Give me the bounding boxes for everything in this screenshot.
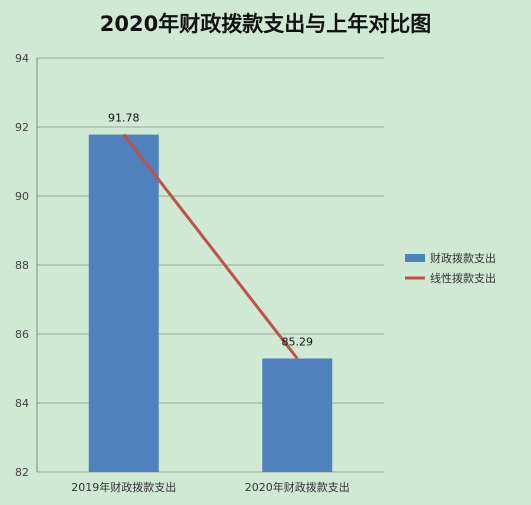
legend-swatch-bar (405, 254, 425, 262)
legend-label: 财政拨款支出 (430, 251, 496, 265)
bar (88, 134, 159, 472)
x-category-label: 2020年财政拨款支出 (245, 480, 350, 494)
y-tick-label: 82 (15, 466, 29, 479)
trend-line (122, 133, 299, 360)
data-label: 91.78 (108, 112, 140, 125)
chart-title: 2020年财政拨款支出与上年对比图 (99, 12, 432, 36)
y-tick-label: 94 (15, 52, 29, 65)
bar (262, 358, 333, 472)
data-label: 85.29 (282, 335, 314, 348)
y-tick-label: 84 (15, 397, 29, 410)
legend-label: 线性拨款支出 (430, 271, 496, 285)
y-tick-label: 88 (15, 259, 29, 272)
y-tick-label: 90 (15, 190, 29, 203)
x-category-label: 2019年财政拨款支出 (71, 480, 176, 494)
y-tick-label: 86 (15, 328, 29, 341)
y-tick-label: 92 (15, 121, 29, 134)
